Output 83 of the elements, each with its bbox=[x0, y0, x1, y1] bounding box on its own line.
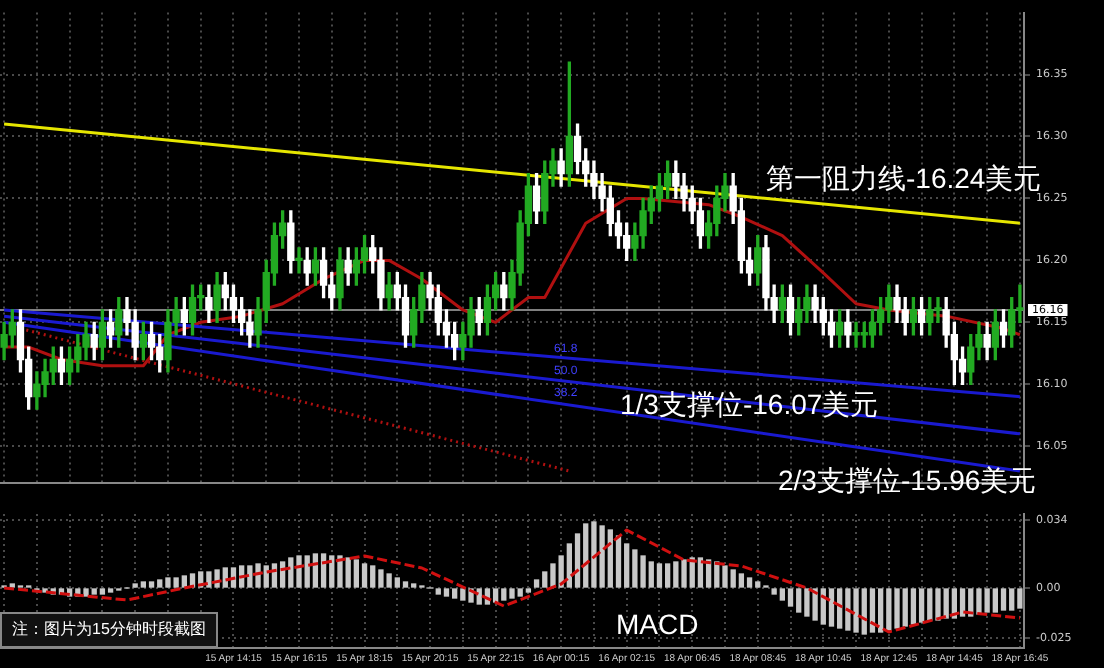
bar bbox=[501, 588, 507, 601]
annotation: MACD bbox=[616, 608, 699, 640]
bar bbox=[140, 581, 147, 588]
bar bbox=[787, 588, 794, 607]
bar bbox=[247, 565, 253, 588]
bar bbox=[353, 559, 360, 588]
bar bbox=[345, 557, 351, 588]
bar bbox=[804, 588, 810, 617]
bar bbox=[91, 588, 97, 595]
bar bbox=[206, 571, 212, 588]
bar bbox=[517, 588, 523, 597]
bar bbox=[1009, 588, 1015, 611]
annotation: 注：图片为15分钟时段截图 bbox=[0, 612, 218, 648]
bar bbox=[894, 588, 900, 629]
bar bbox=[738, 573, 745, 588]
bar bbox=[83, 588, 89, 597]
bar bbox=[386, 573, 392, 588]
bar bbox=[681, 559, 687, 588]
bar bbox=[796, 588, 802, 613]
bar bbox=[615, 535, 622, 588]
bar bbox=[877, 588, 884, 633]
bar bbox=[591, 521, 597, 588]
bar bbox=[943, 588, 949, 619]
bar bbox=[361, 563, 368, 588]
bar bbox=[902, 588, 908, 627]
bar bbox=[845, 588, 851, 631]
bar bbox=[99, 588, 106, 595]
bar bbox=[1017, 588, 1023, 609]
bar bbox=[755, 581, 761, 588]
bar bbox=[607, 529, 613, 588]
bar bbox=[263, 565, 269, 588]
bar bbox=[435, 588, 441, 595]
bar bbox=[443, 588, 450, 597]
bar bbox=[222, 567, 228, 588]
bar bbox=[976, 588, 982, 615]
bar bbox=[378, 569, 384, 588]
bar bbox=[148, 581, 155, 588]
bar bbox=[370, 565, 376, 588]
bar bbox=[542, 571, 548, 588]
bar bbox=[304, 555, 310, 588]
bar bbox=[599, 525, 605, 588]
bar bbox=[935, 588, 941, 621]
bar bbox=[886, 588, 892, 631]
bar bbox=[173, 577, 179, 588]
bar bbox=[664, 563, 671, 588]
bar bbox=[984, 588, 990, 613]
bar bbox=[853, 588, 859, 633]
bar bbox=[632, 549, 638, 588]
bar bbox=[746, 577, 753, 588]
bar bbox=[329, 555, 335, 588]
bar bbox=[640, 555, 646, 588]
bar bbox=[624, 543, 630, 588]
bar bbox=[779, 588, 785, 601]
bar bbox=[730, 569, 736, 588]
bar bbox=[533, 579, 540, 588]
bar bbox=[722, 565, 728, 588]
bar bbox=[476, 588, 482, 605]
bar bbox=[1000, 588, 1007, 611]
bar bbox=[927, 588, 933, 621]
bar bbox=[402, 581, 409, 588]
bar bbox=[460, 588, 466, 601]
bar bbox=[959, 588, 966, 617]
bar bbox=[673, 561, 679, 588]
bar bbox=[296, 555, 302, 588]
bar bbox=[394, 577, 400, 588]
bar bbox=[509, 588, 515, 599]
bar bbox=[656, 563, 663, 588]
bar bbox=[157, 579, 163, 588]
annotation: 第一阻力线-16.24美元 bbox=[766, 162, 1042, 194]
bar bbox=[910, 588, 917, 625]
bar bbox=[165, 577, 171, 588]
bar bbox=[452, 588, 458, 599]
bar bbox=[337, 555, 343, 588]
bar bbox=[992, 588, 998, 613]
line-series bbox=[2, 528, 1022, 634]
bar bbox=[828, 588, 835, 627]
bar bbox=[648, 561, 654, 588]
bar bbox=[550, 563, 556, 588]
bar bbox=[288, 557, 294, 588]
annotation: 2/3支撑位-15.96美元 bbox=[778, 464, 1037, 496]
bar bbox=[771, 588, 777, 595]
bar bbox=[918, 588, 925, 623]
bar bbox=[697, 557, 704, 588]
